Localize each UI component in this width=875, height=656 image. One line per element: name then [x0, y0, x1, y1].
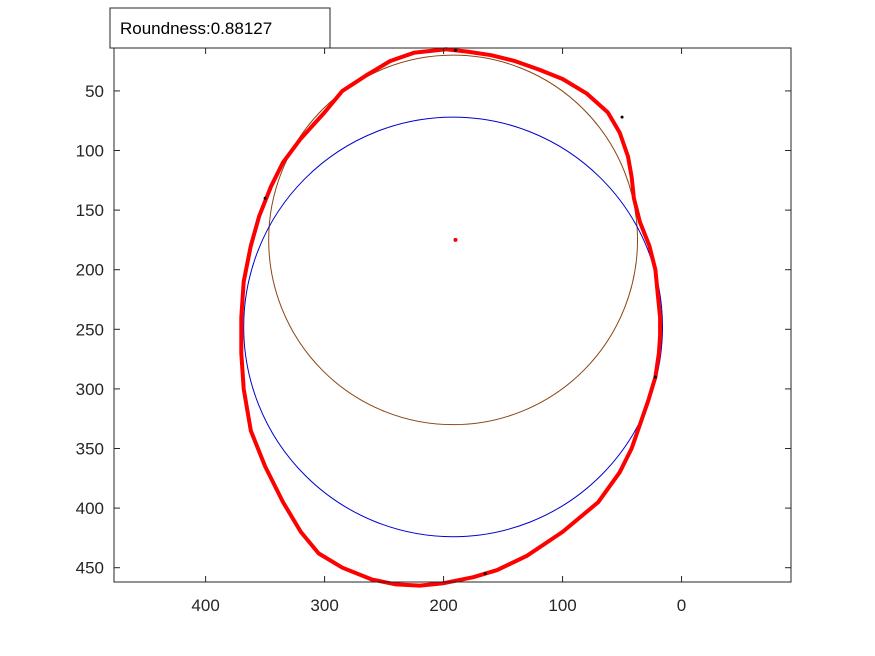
contour-gap-1 [453, 48, 457, 52]
roundness-annotation: Roundness:0.88127 [109, 7, 331, 49]
y-tick-label-300: 300 [76, 380, 104, 399]
x-tick-label-200: 200 [429, 596, 457, 615]
plot-marks [239, 47, 664, 588]
contour-gap-4 [653, 375, 657, 379]
fit-circle-2 [243, 116, 664, 538]
fit-circle-1 [268, 54, 639, 426]
y-tick-label-50: 50 [85, 82, 104, 101]
x-tick-label-0: 0 [677, 596, 686, 615]
x-axis: 400 300 200 100 0 [191, 48, 686, 615]
contour-line [239, 47, 663, 588]
x-tick-label-400: 400 [191, 596, 219, 615]
axes-frame [113, 47, 792, 583]
contour-gap-3 [263, 196, 267, 200]
y-axis: 50 100 150 200 250 300 350 400 450 [76, 82, 791, 578]
y-tick-label-100: 100 [76, 142, 104, 161]
y-tick-label-450: 450 [76, 559, 104, 578]
x-tick-label-300: 300 [310, 596, 338, 615]
contour-gap-5 [483, 572, 487, 576]
y-tick-label-200: 200 [76, 261, 104, 280]
x-tick-label-100: 100 [548, 596, 576, 615]
annotation-box [109, 7, 331, 49]
center-point [453, 237, 458, 242]
y-tick-label-350: 350 [76, 440, 104, 459]
contour-gap-2 [620, 115, 624, 119]
y-tick-label-150: 150 [76, 201, 104, 220]
y-tick-label-250: 250 [76, 320, 104, 339]
annotation-text: Roundness:0.88127 [120, 19, 272, 38]
y-tick-label-400: 400 [76, 499, 104, 518]
